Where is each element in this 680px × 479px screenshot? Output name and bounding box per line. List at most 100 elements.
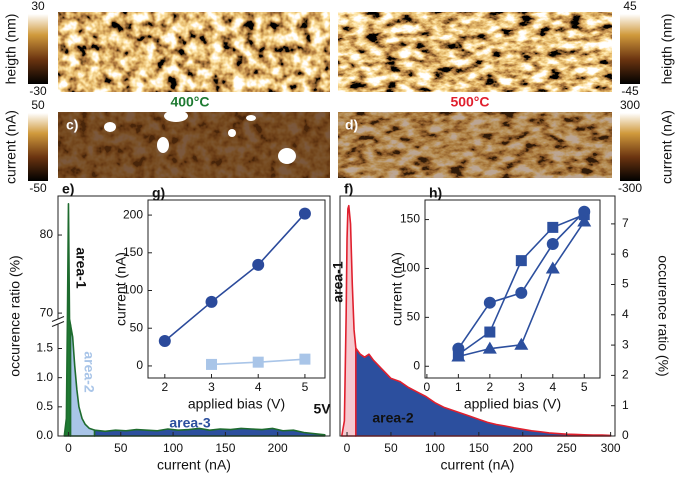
x-tick-label: 1 [455, 380, 462, 394]
line [164, 213, 306, 342]
colorbar-tick: -30 [29, 84, 47, 98]
y-tick-label: 80 [40, 227, 54, 241]
x-tick-label: 5 [581, 380, 588, 394]
x-tick-label: 3 [518, 380, 525, 394]
panel-label: h) [429, 185, 442, 201]
annotation: area-1 [330, 261, 346, 302]
y-tick-label: 150 [400, 212, 420, 226]
annotation: area-2 [81, 351, 97, 392]
spot [246, 115, 256, 121]
colorbar [28, 113, 48, 181]
chart-panel: 0 1 2 3 4 5 applied bias (V) 0 50 100 150 current (… [389, 185, 601, 412]
marker [483, 296, 496, 309]
spot [228, 129, 236, 137]
marker [577, 214, 592, 227]
x-tick-label: 3 [208, 380, 215, 394]
y-axis-label: current (nA) [113, 252, 129, 326]
marker [206, 358, 218, 370]
y-axis-label: current (nA) [389, 252, 405, 326]
x-tick-label: 200 [513, 441, 533, 455]
x-axis-label: current (nA) [441, 457, 515, 473]
marker [451, 349, 466, 362]
height-map-500 [338, 12, 612, 92]
y-tick-label: 100 [123, 283, 143, 297]
panel-label: c) [66, 117, 78, 133]
area [355, 347, 612, 437]
chart-panel: 2 3 4 5 applied bias (V) 0 50 100 150 200 current … [113, 185, 326, 412]
y-tick-label: 4 [622, 307, 629, 321]
x-tick-label: 0 [344, 441, 351, 455]
x-tick-label: 250 [557, 441, 577, 455]
x-tick-label: 0 [424, 380, 431, 394]
x-tick-label: 100 [425, 441, 445, 455]
x-axis-label: current (nA) [157, 457, 231, 473]
area [340, 204, 357, 437]
spot [157, 137, 169, 153]
inset-background [148, 200, 325, 378]
y-tick-label: 70 [40, 305, 54, 319]
x-axis-label: applied bias (V) [188, 396, 285, 412]
marker [298, 207, 311, 220]
marker [515, 255, 527, 267]
y-tick-label: 50 [407, 310, 421, 324]
colorbar-tick: 50 [31, 98, 45, 112]
colorbar [28, 14, 48, 84]
annotation: area-3 [169, 415, 210, 431]
y-tick-label: 0.5 [36, 399, 53, 413]
y-tick-label: 0 [136, 358, 143, 372]
marker [545, 261, 560, 274]
x-tick-label: 50 [114, 441, 128, 455]
x-tick-label: 2 [161, 380, 168, 394]
y-tick-label: 2 [622, 368, 629, 382]
area [63, 203, 72, 437]
inset-background [425, 200, 600, 378]
x-tick-label: 100 [163, 441, 183, 455]
marker [252, 258, 265, 271]
x-tick-label: 5 [302, 380, 309, 394]
y-tick-label: 1.5 [36, 341, 53, 355]
plot-frame [147, 199, 326, 379]
x-tick-label: 4 [255, 380, 262, 394]
spot [278, 148, 296, 164]
y-tick-label: 3 [622, 337, 629, 351]
colorbar [620, 113, 640, 181]
colorbar [620, 14, 640, 84]
colorbar-label: current (nA) [659, 110, 675, 184]
colorbar-tick: 300 [620, 98, 640, 112]
x-tick-label: 0 [65, 441, 72, 455]
marker [299, 353, 311, 365]
panel-label: g) [152, 185, 165, 201]
y-tick-label: 7 [622, 216, 629, 230]
y-tick-label: 0 [622, 428, 629, 442]
current-spots [104, 110, 296, 164]
current-map-400-tint [58, 112, 330, 178]
x-tick-label: 150 [215, 441, 235, 455]
x-tick-label: 2 [486, 380, 493, 394]
colorbar-tick: -45 [621, 84, 639, 98]
area [93, 427, 326, 437]
height-map-400 [58, 12, 330, 92]
x-tick-label: 4 [549, 380, 556, 394]
marker [484, 326, 496, 338]
colorbar-tick: -300 [618, 181, 642, 195]
marker [514, 337, 529, 350]
afm-images: c) d) [58, 12, 612, 178]
temperature-label: 400°C [170, 94, 209, 110]
panel-label: e) [62, 181, 74, 197]
y-tick-label: 1.0 [36, 370, 53, 384]
colorbar-label: heigth (nm) [659, 14, 675, 85]
marker [482, 341, 497, 354]
marker [515, 286, 528, 299]
temperature-label: 500°C [450, 94, 489, 110]
x-tick-label: 50 [384, 441, 398, 455]
y-axis-label: occurence ratio (%) [7, 255, 23, 376]
annotation: area-2 [372, 410, 413, 426]
y-tick-label: 200 [123, 207, 143, 221]
marker [547, 221, 559, 233]
spot [164, 110, 188, 122]
plot-frame [339, 195, 616, 437]
x-tick-label: 150 [469, 441, 489, 455]
